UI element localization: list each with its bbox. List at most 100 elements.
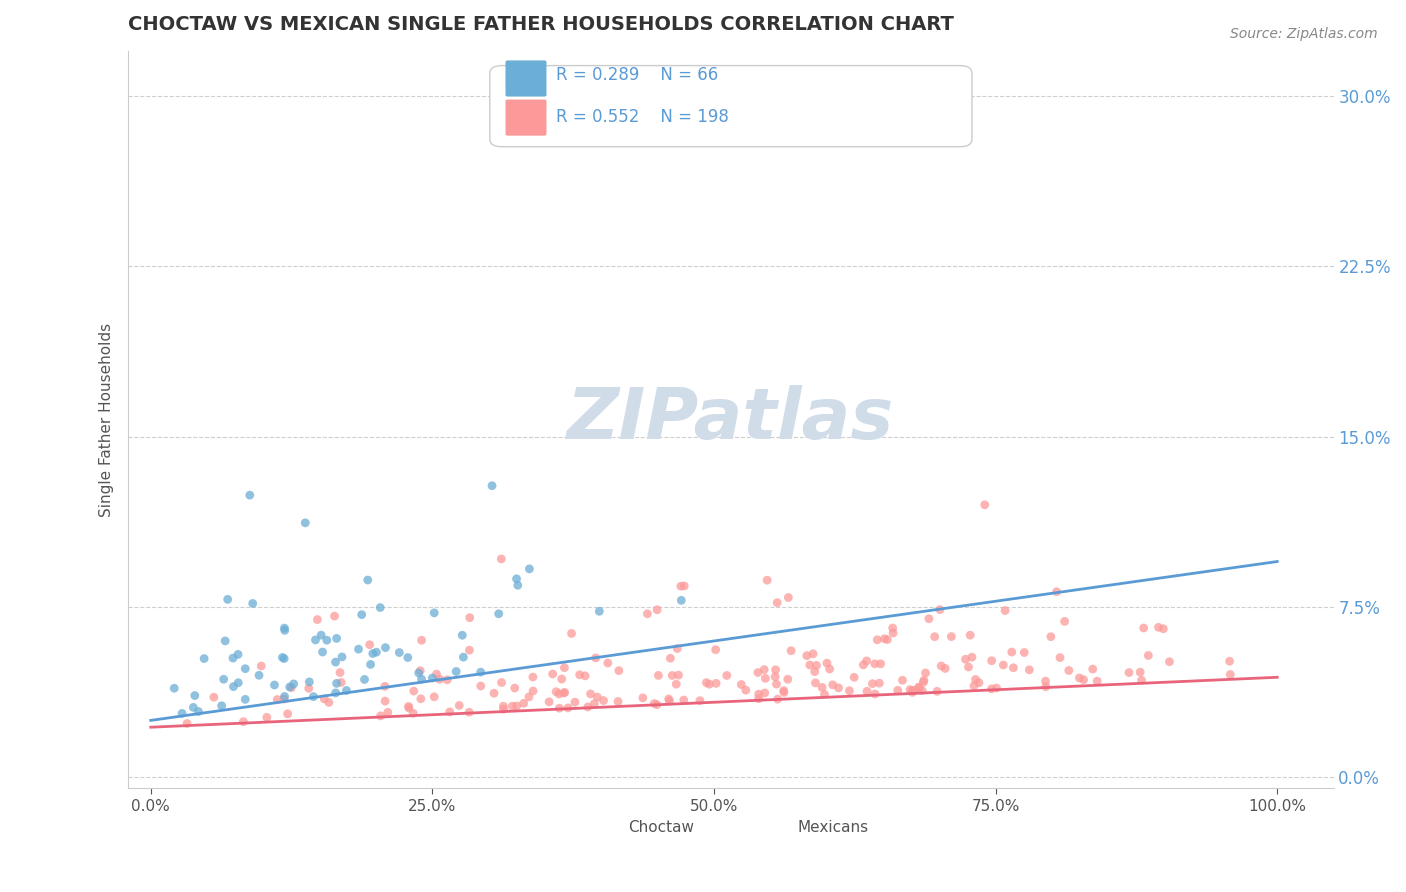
Point — [586, 690, 609, 704]
Point — [671, 593, 693, 607]
Point — [453, 650, 475, 665]
Point — [1132, 621, 1154, 635]
Point — [986, 681, 1008, 695]
Point — [1118, 665, 1140, 680]
Point — [1039, 630, 1062, 644]
Point — [827, 681, 849, 695]
Point — [181, 700, 204, 714]
Point — [1018, 663, 1040, 677]
Point — [866, 632, 889, 647]
Point — [574, 669, 596, 683]
Point — [1152, 622, 1174, 636]
Point — [323, 609, 346, 624]
Point — [658, 692, 681, 706]
Point — [247, 668, 270, 682]
Point — [957, 660, 980, 674]
Point — [273, 692, 295, 706]
Point — [335, 683, 357, 698]
Point — [960, 650, 983, 665]
Point — [506, 578, 529, 592]
Point — [226, 675, 249, 690]
Point — [553, 686, 575, 700]
Point — [482, 686, 505, 700]
Point — [458, 643, 481, 657]
Point — [501, 699, 523, 714]
Point — [766, 596, 789, 610]
Point — [304, 632, 326, 647]
Point — [491, 552, 513, 566]
Point — [470, 665, 492, 679]
Point — [716, 668, 738, 682]
Point — [1035, 680, 1057, 694]
Point — [277, 706, 299, 721]
Point — [754, 686, 776, 700]
Point — [374, 694, 396, 708]
Point — [647, 668, 669, 682]
Point — [548, 687, 571, 701]
Point — [187, 705, 209, 719]
Point — [665, 677, 688, 691]
Point — [491, 675, 513, 690]
Point — [799, 657, 821, 672]
Point — [398, 699, 420, 714]
FancyBboxPatch shape — [506, 100, 547, 136]
Point — [330, 649, 353, 664]
Point — [911, 683, 934, 698]
Point — [763, 670, 786, 684]
Point — [388, 646, 411, 660]
Point — [697, 677, 720, 691]
Point — [357, 573, 380, 587]
Point — [912, 673, 935, 688]
Point — [429, 672, 451, 686]
Point — [423, 606, 446, 620]
Point — [347, 642, 370, 657]
Point — [643, 697, 665, 711]
Point — [980, 654, 1002, 668]
Point — [803, 665, 825, 679]
Point — [689, 693, 711, 707]
Point — [325, 676, 347, 690]
Point — [353, 673, 375, 687]
Point — [801, 647, 824, 661]
Point — [294, 516, 316, 530]
Point — [408, 665, 430, 680]
Point — [553, 660, 575, 674]
Point — [765, 677, 787, 691]
Point — [402, 684, 425, 698]
Point — [278, 680, 301, 694]
Point — [856, 684, 879, 698]
Point — [576, 700, 599, 714]
Point — [436, 673, 458, 687]
Point — [458, 705, 481, 719]
Point — [704, 676, 727, 690]
Y-axis label: Single Father Households: Single Father Households — [100, 323, 114, 516]
Point — [583, 697, 606, 711]
Point — [359, 638, 381, 652]
Point — [924, 630, 946, 644]
Point — [273, 690, 295, 704]
Point — [184, 689, 207, 703]
Point — [425, 667, 447, 681]
Point — [242, 597, 264, 611]
Point — [869, 657, 891, 671]
Point — [929, 659, 952, 673]
Point — [1130, 673, 1153, 688]
Point — [748, 691, 770, 706]
Point — [973, 498, 995, 512]
Point — [754, 671, 776, 685]
Point — [876, 632, 898, 647]
Point — [959, 628, 981, 642]
Point — [862, 676, 884, 690]
Point — [882, 626, 904, 640]
Point — [927, 684, 949, 698]
Point — [374, 679, 396, 693]
Point — [844, 670, 866, 684]
Point — [309, 628, 332, 642]
Point — [439, 705, 461, 719]
Point — [280, 681, 302, 695]
Point — [492, 702, 515, 716]
Point — [266, 692, 288, 706]
Point — [631, 690, 654, 705]
Point — [993, 657, 1015, 672]
Point — [965, 673, 987, 687]
